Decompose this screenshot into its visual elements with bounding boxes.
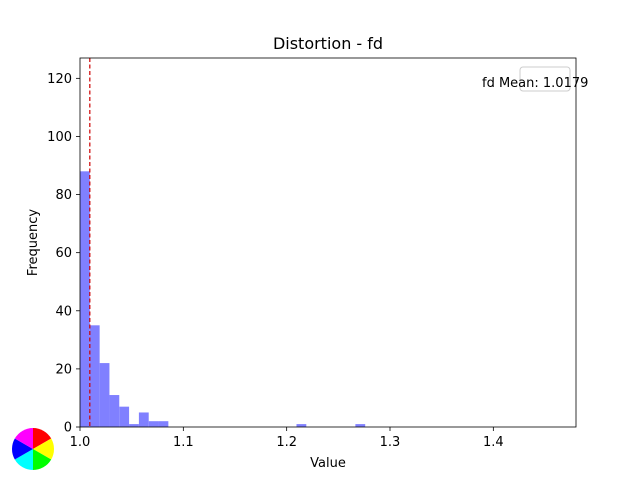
x-axis-label: Value bbox=[310, 456, 346, 471]
legend-entry-mean: fd Mean: 1.0179 bbox=[482, 76, 588, 91]
histogram-bar bbox=[138, 412, 149, 427]
y-tick-label: 0 bbox=[64, 421, 72, 436]
histogram-bar bbox=[355, 424, 366, 427]
histogram-bar bbox=[296, 424, 307, 427]
histogram-bar bbox=[158, 421, 169, 427]
legend: fd Mean: 1.0179 bbox=[482, 66, 588, 92]
x-tick-label: 1.2 bbox=[276, 435, 297, 450]
chart-title: Distortion - fd bbox=[273, 34, 383, 53]
y-tick-label: 40 bbox=[55, 304, 72, 319]
y-tick-label: 20 bbox=[55, 362, 72, 377]
x-tick-label: 1.1 bbox=[173, 435, 194, 450]
histogram-bar bbox=[119, 406, 130, 427]
x-tick-label: 1.3 bbox=[380, 435, 401, 450]
y-tick-label: 120 bbox=[47, 72, 72, 87]
y-tick-label: 60 bbox=[55, 246, 72, 261]
histogram-bar bbox=[80, 171, 90, 427]
y-tick-label: 80 bbox=[55, 188, 72, 203]
histogram-bar bbox=[109, 395, 120, 427]
color-wheel-icon bbox=[11, 428, 55, 470]
histogram-bar bbox=[89, 325, 100, 427]
histogram-bar bbox=[148, 421, 159, 427]
y-axis-label: Frequency bbox=[26, 209, 41, 276]
histogram-bar bbox=[129, 424, 139, 427]
x-tick-label: 1.4 bbox=[483, 435, 504, 450]
y-tick-label: 100 bbox=[47, 130, 72, 145]
histogram-bar bbox=[99, 363, 110, 427]
x-axis-ticks: 1.0 1.1 1.2 1.3 1.4 bbox=[70, 427, 504, 450]
histogram-bars bbox=[80, 171, 366, 427]
y-axis-ticks: 0 20 40 60 80 100 120 bbox=[47, 72, 80, 436]
plot-area-frame bbox=[79, 57, 577, 428]
x-tick-label: 1.0 bbox=[70, 435, 91, 450]
legend-box bbox=[519, 66, 571, 92]
